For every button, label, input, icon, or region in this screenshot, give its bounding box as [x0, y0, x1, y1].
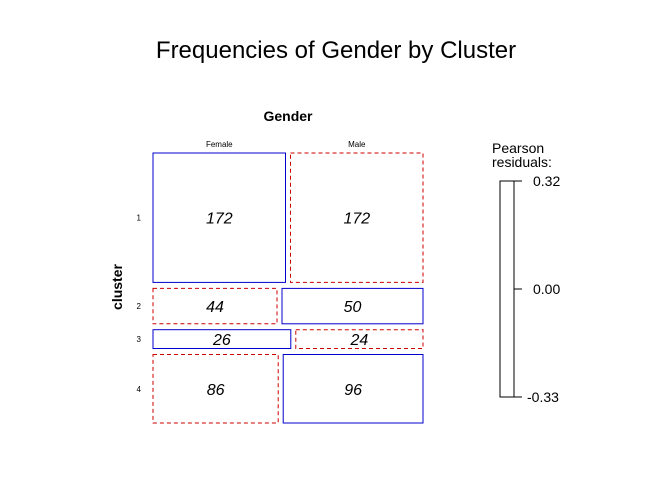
- tile-count-label: 26: [212, 332, 231, 349]
- row-level-label: 2: [137, 302, 142, 311]
- row-level-label: 3: [137, 335, 142, 344]
- mosaic-tile: [290, 152, 424, 283]
- mosaic-tile: [281, 287, 424, 325]
- tile-count-label: 86: [207, 382, 225, 399]
- legend-tick-label: 0.32: [533, 173, 560, 189]
- column-level-label: Male: [348, 140, 366, 149]
- tile-count-label: 172: [343, 211, 370, 228]
- legend-bar: [499, 180, 515, 398]
- tile-count-label: 96: [344, 382, 362, 399]
- mosaic-tile: [282, 354, 424, 424]
- legend-title-line2: residuals:: [492, 154, 552, 170]
- row-level-labels: 1 2 3 4: [137, 214, 142, 394]
- mosaic-tile: [152, 329, 292, 350]
- mosaic-tile: [152, 354, 279, 424]
- chart-title: Frequencies of Gender by Cluster: [156, 37, 516, 64]
- row-variable-label: cluster: [109, 263, 125, 309]
- row-level-label: 1: [137, 214, 142, 223]
- column-variable-label: Gender: [263, 108, 313, 124]
- mosaic-tile: [152, 152, 286, 283]
- residual-legend: Pearson residuals: 0.32 0.00 -0.33: [492, 140, 560, 405]
- mosaic-tile: [295, 329, 424, 350]
- legend-tick-label: -0.33: [527, 389, 559, 405]
- tile-count-label: 50: [344, 299, 362, 316]
- mosaic-tiles: 172 172 44 50 26 24 86 96: [152, 152, 424, 424]
- tile-count-label: 44: [206, 299, 224, 316]
- column-level-label: Female: [206, 140, 233, 149]
- legend-title-line1: Pearson: [492, 140, 544, 156]
- column-level-labels: Female Male: [206, 140, 366, 149]
- mosaic-tile: [152, 287, 278, 325]
- legend-tick-label: 0.00: [533, 281, 560, 297]
- row-level-label: 4: [137, 385, 142, 394]
- tile-count-label: 172: [206, 211, 233, 228]
- tile-count-label: 24: [350, 332, 369, 349]
